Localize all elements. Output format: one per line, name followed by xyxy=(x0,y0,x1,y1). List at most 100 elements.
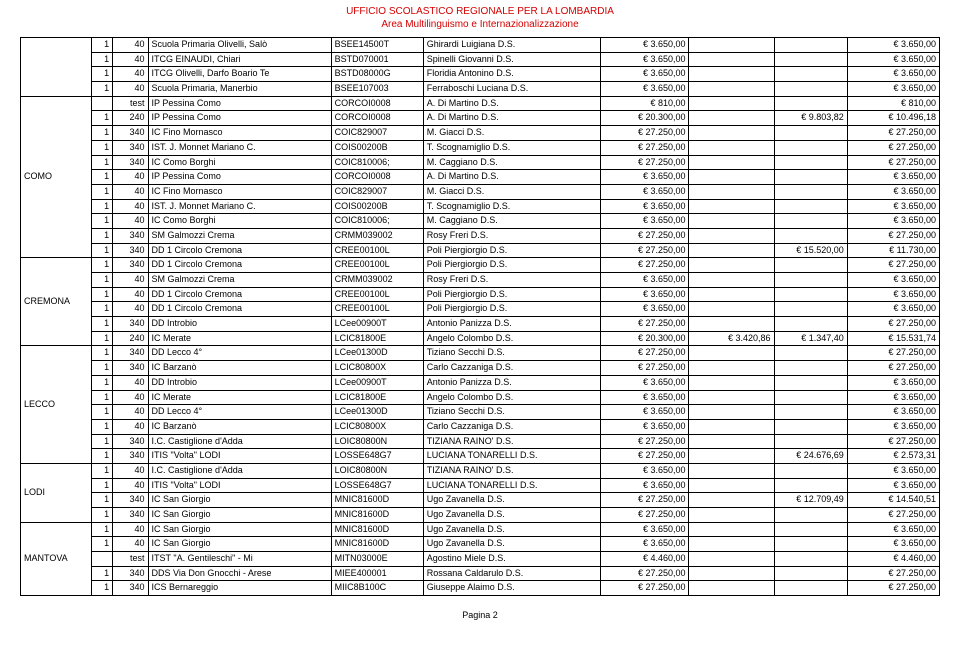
cell-c4: LCIC81800E xyxy=(331,331,423,346)
cell-c5: T. Scognamiglio D.S. xyxy=(423,140,600,155)
cell-c9: € 27.250,00 xyxy=(847,140,939,155)
cell-c1: 1 xyxy=(91,155,112,170)
cell-c9: € 10.496,18 xyxy=(847,111,939,126)
cell-c8 xyxy=(774,140,847,155)
cell-c8: € 15.520,00 xyxy=(774,243,847,258)
cell-c6: € 3.650,00 xyxy=(600,522,689,537)
table-row: 140IC Fino MornascoCOIC829007M. Giacci D… xyxy=(21,184,940,199)
cell-c7 xyxy=(689,375,774,390)
table-row: 140IC BarzanòLCIC80800XCarlo Cazzaniga D… xyxy=(21,419,940,434)
table-row: LODI140I.C. Castiglione d'AddaLOIC80800N… xyxy=(21,463,940,478)
cell-c6: € 3.650,00 xyxy=(600,375,689,390)
cell-c6: € 27.250,00 xyxy=(600,493,689,508)
cell-c4: LCee00900T xyxy=(331,375,423,390)
cell-c2: 40 xyxy=(113,52,148,67)
cell-c2: 40 xyxy=(113,375,148,390)
cell-c9: € 3.650,00 xyxy=(847,82,939,97)
cell-c4: LCIC80800X xyxy=(331,419,423,434)
cell-c3: DD 1 Circolo Cremona xyxy=(148,287,331,302)
cell-c3: DD 1 Circolo Cremona xyxy=(148,302,331,317)
cell-c7 xyxy=(689,287,774,302)
table-row: 140Scuola Primaria, ManerbioBSEE107003Fe… xyxy=(21,82,940,97)
cell-c9: € 3.650,00 xyxy=(847,287,939,302)
cell-c4: LOSSE648G7 xyxy=(331,449,423,464)
cell-c2: 40 xyxy=(113,287,148,302)
cell-c7 xyxy=(689,522,774,537)
cell-c2: 40 xyxy=(113,537,148,552)
cell-c3: IP Pessina Como xyxy=(148,96,331,111)
cell-c1: 1 xyxy=(91,258,112,273)
cell-c9: € 3.650,00 xyxy=(847,419,939,434)
cell-c7 xyxy=(689,126,774,141)
cell-c8 xyxy=(774,508,847,523)
cell-c7 xyxy=(689,361,774,376)
cell-c2: 340 xyxy=(113,317,148,332)
cell-c5: Ugo Zavanella D.S. xyxy=(423,493,600,508)
cell-c2: 240 xyxy=(113,111,148,126)
cell-c6: € 3.650,00 xyxy=(600,214,689,229)
cell-c3: IST. J. Monnet Mariano C. xyxy=(148,199,331,214)
cell-c3: DD 1 Circolo Cremona xyxy=(148,258,331,273)
table-row: 140DD 1 Circolo CremonaCREE00100LPoli Pi… xyxy=(21,287,940,302)
cell-c7 xyxy=(689,419,774,434)
cell-c1: 1 xyxy=(91,82,112,97)
cell-c2: 340 xyxy=(113,581,148,596)
cell-c2: 40 xyxy=(113,419,148,434)
cell-c4: CREE00100L xyxy=(331,287,423,302)
cell-c5: Tiziano Secchi D.S. xyxy=(423,346,600,361)
cell-c5: Ugo Zavanella D.S. xyxy=(423,508,600,523)
cell-c6: € 27.250,00 xyxy=(600,228,689,243)
cell-c7 xyxy=(689,96,774,111)
cell-c9: € 27.250,00 xyxy=(847,566,939,581)
cell-c2: 40 xyxy=(113,302,148,317)
cell-c7 xyxy=(689,390,774,405)
cell-c5: TIZIANA RAINO' D.S. xyxy=(423,463,600,478)
cell-c5: M. Giacci D.S. xyxy=(423,184,600,199)
cell-c8 xyxy=(774,375,847,390)
cell-c1: 1 xyxy=(91,346,112,361)
cell-c8 xyxy=(774,302,847,317)
cell-c5: M. Caggiano D.S. xyxy=(423,214,600,229)
cell-c8: € 24.676,69 xyxy=(774,449,847,464)
cell-c9: € 3.650,00 xyxy=(847,214,939,229)
cell-c4: CRMM039002 xyxy=(331,273,423,288)
cell-c7 xyxy=(689,184,774,199)
cell-c9: € 27.250,00 xyxy=(847,126,939,141)
cell-c6: € 4.460,00 xyxy=(600,552,689,567)
cell-c3: ITCG EINAUDI, Chiari xyxy=(148,52,331,67)
cell-c6: € 3.650,00 xyxy=(600,478,689,493)
cell-c4: COIC829007 xyxy=(331,184,423,199)
cell-c4: LOIC80800N xyxy=(331,434,423,449)
cell-c9: € 27.250,00 xyxy=(847,258,939,273)
cell-c2: 40 xyxy=(113,184,148,199)
table-row: 140IP Pessina ComoCORCOI0008A. Di Martin… xyxy=(21,170,940,185)
cell-c6: € 27.250,00 xyxy=(600,317,689,332)
cell-c3: Scuola Primaria Olivelli, Salò xyxy=(148,38,331,53)
cell-c1: 1 xyxy=(91,111,112,126)
cell-c5: T. Scognamiglio D.S. xyxy=(423,199,600,214)
table-row: COMOtestIP Pessina ComoCORCOI0008A. Di M… xyxy=(21,96,940,111)
cell-c1: 1 xyxy=(91,493,112,508)
cell-c6: € 27.250,00 xyxy=(600,140,689,155)
cell-c4: BSEE14500T xyxy=(331,38,423,53)
cell-c9: € 3.650,00 xyxy=(847,522,939,537)
cell-c4: CREE00100L xyxy=(331,258,423,273)
cell-c9: € 27.250,00 xyxy=(847,155,939,170)
cell-c9: € 14.540,51 xyxy=(847,493,939,508)
cell-c5: Antonio Panizza D.S. xyxy=(423,375,600,390)
cell-c2: 40 xyxy=(113,405,148,420)
cell-c7 xyxy=(689,434,774,449)
cell-c9: € 3.650,00 xyxy=(847,38,939,53)
cell-c3: I.C. Castiglione d'Adda xyxy=(148,463,331,478)
cell-c4: COIS00200B xyxy=(331,199,423,214)
cell-c1: 1 xyxy=(91,140,112,155)
cell-c8: € 12.709,49 xyxy=(774,493,847,508)
cell-c4: COIC810006; xyxy=(331,155,423,170)
cell-c4: LOIC80800N xyxy=(331,463,423,478)
cell-c7 xyxy=(689,302,774,317)
cell-c7 xyxy=(689,140,774,155)
cell-c2: 40 xyxy=(113,199,148,214)
cell-c7 xyxy=(689,581,774,596)
cell-c7 xyxy=(689,449,774,464)
cell-c1: 1 xyxy=(91,419,112,434)
